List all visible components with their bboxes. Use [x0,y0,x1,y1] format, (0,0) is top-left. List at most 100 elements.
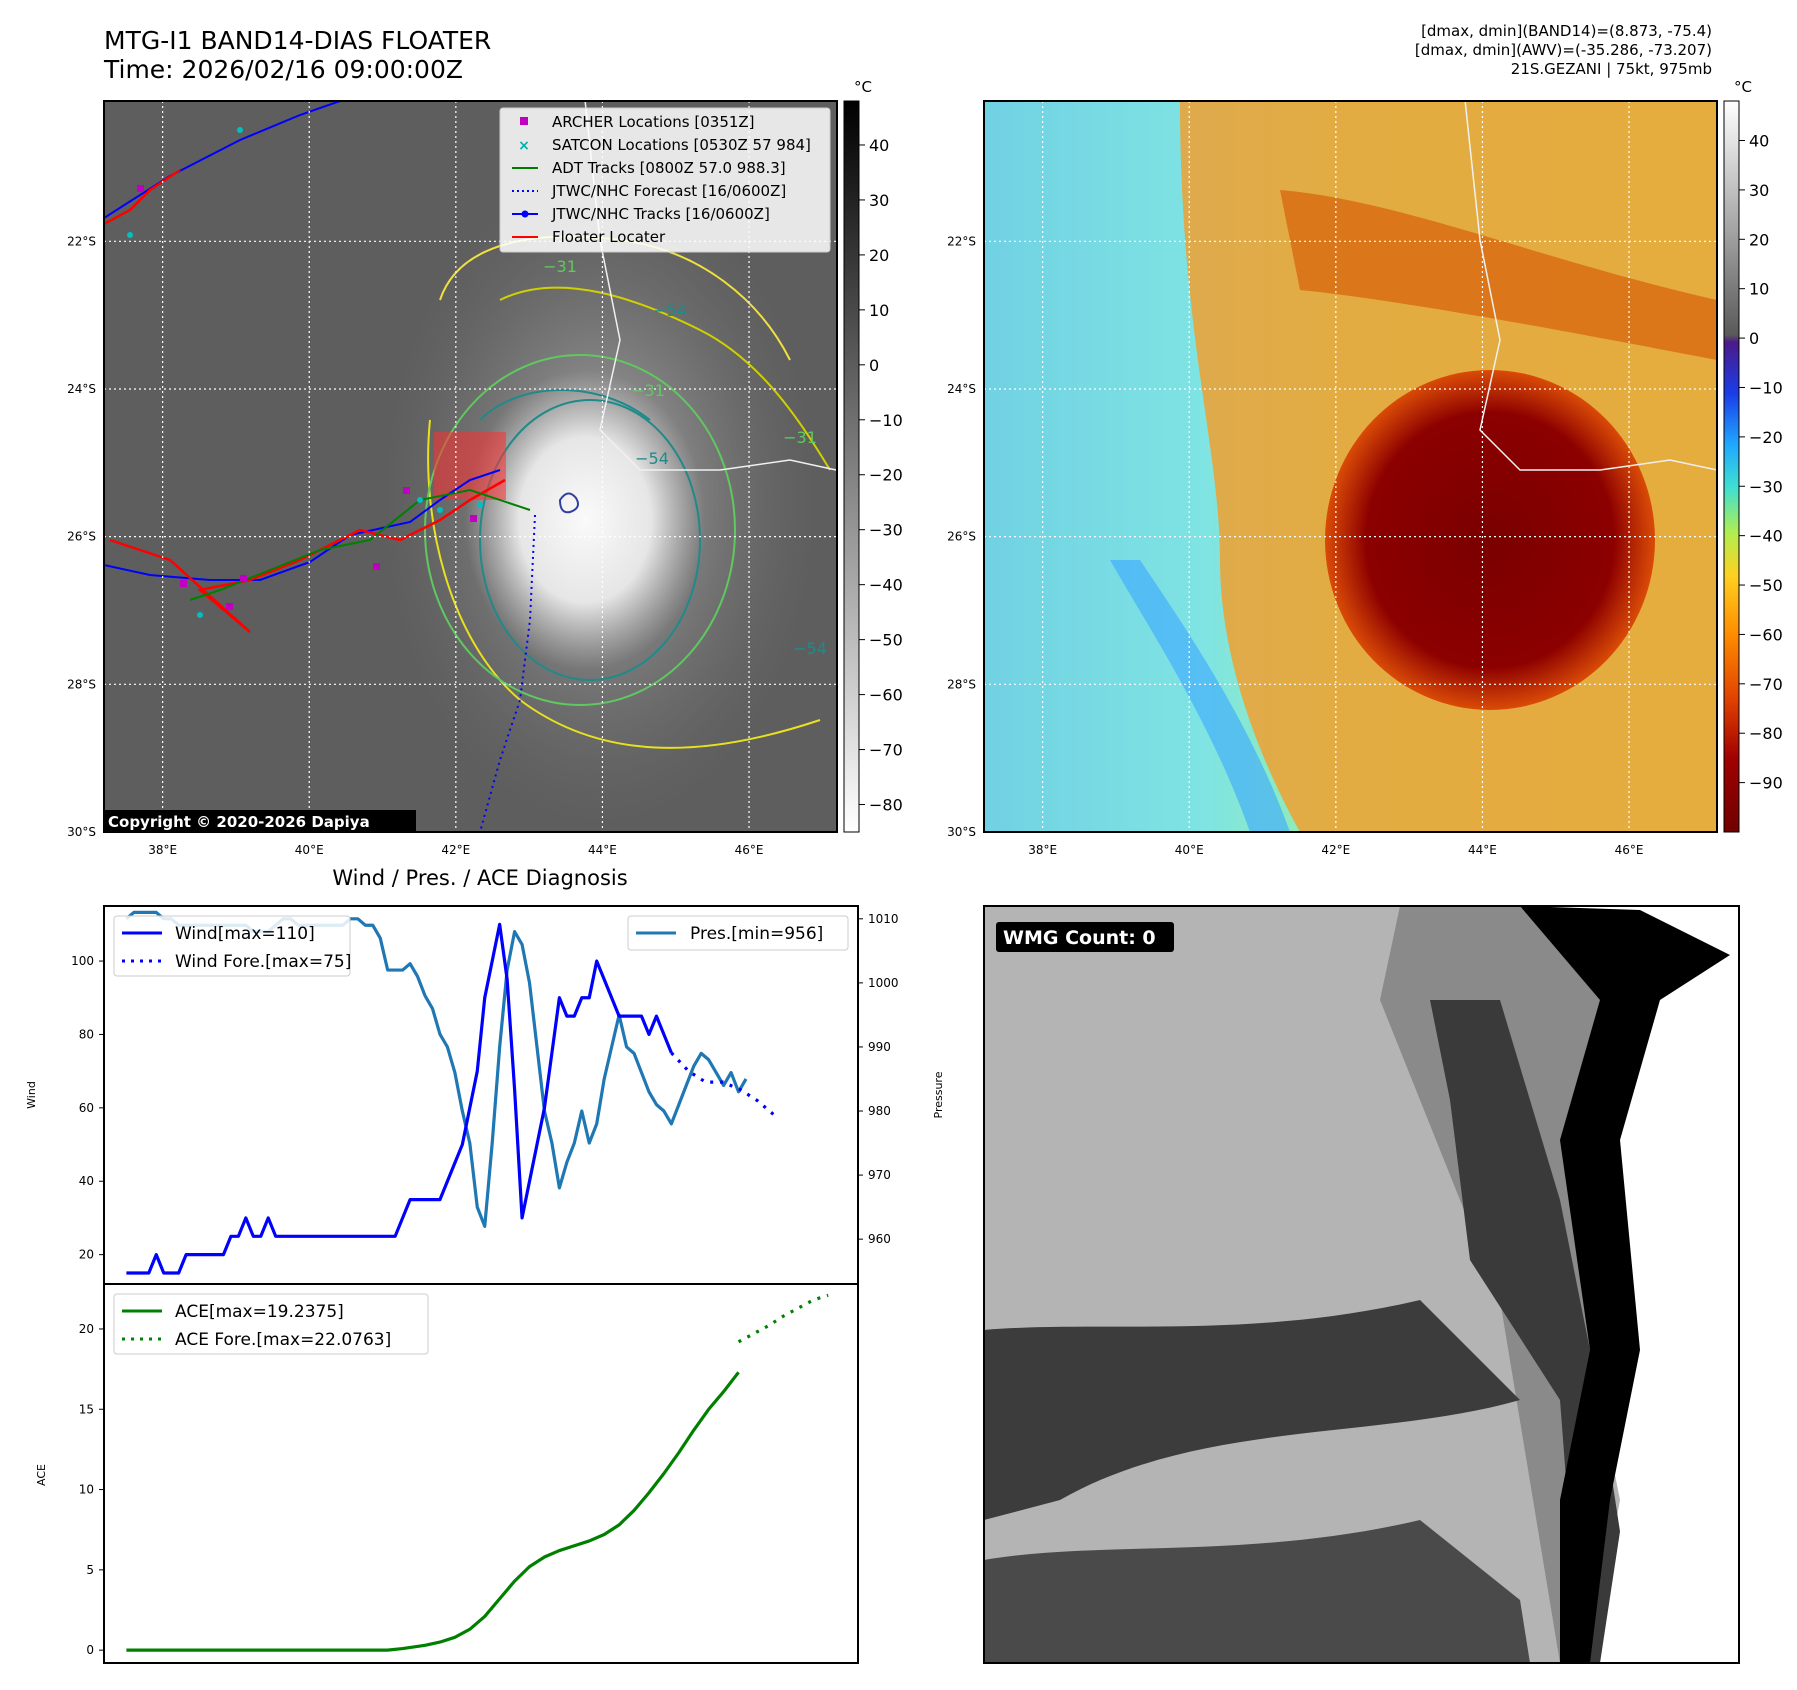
colorbar-tick-label: −30 [869,521,903,540]
colorbar-tick-label: −40 [869,576,903,595]
copyright-text: Copyright © 2020-2026 Dapiya [108,813,370,831]
lon-tick-label: 44°E [1468,843,1497,857]
ace-ytick-label: 20 [79,1322,94,1336]
title-line-2: Time: 2026/02/16 09:00:00Z [104,55,463,84]
colorbar-tick-label: −80 [869,796,903,815]
ir-colorbar-bar [843,100,860,833]
lon-tick-label: 46°E [735,843,764,857]
lon-tick-label: 40°E [1175,843,1204,857]
wv-axis-labels: 38°E 40°E 42°E 44°E 46°E 22°S 24°S 26°S 28°S 30°S [947,234,1643,857]
wind-ytick-label: 100 [71,954,94,968]
ace-forecast-line [737,1293,829,1344]
contour-label: −31 [783,428,817,447]
ir-image-panel: −31 −54 −31 −54 −31 −54 Copyright © 2020-2026… [67,100,838,857]
colorbar-tick-label: 20 [1749,230,1769,249]
copyright-bg [104,810,416,832]
wind-forecast-line [670,1051,776,1117]
lat-tick-label: 24°S [947,382,976,396]
info-line-2: [dmax, dmin](AWV)=(-35.286, -73.207) [1414,41,1712,59]
floater-track-lower [109,478,506,633]
wmg-frame [983,905,1740,1664]
lon-tick-label: 42°E [441,843,470,857]
contour-label: −54 [793,639,827,658]
wv-colorbar: °C 40 30 20 10 0 −10 −20 −30 −40 −50 −60 −70 −80 −90 [1723,78,1783,833]
wind-ytick-label: 60 [79,1101,94,1115]
contour-label: −31 [631,381,665,400]
ace-legend-box [113,1293,429,1355]
colorbar-tick-label: 10 [1749,280,1769,299]
ace-ytick-label: 15 [79,1402,94,1416]
pressure-legend-label: Pres.[min=956] [690,924,823,944]
coastline [584,101,837,471]
ace-legend: ACE[max=19.2375] ACE Fore.[max=22.0763] [113,1293,429,1355]
figure-title: MTG-I1 BAND14-DIAS FLOATER Time: 2026/02… [104,26,491,84]
contour-label: −54 [653,301,687,320]
wmg-dark-band [984,1300,1520,1520]
pressure-ytick-label: 980 [868,1104,891,1118]
legend-dot-swatch [521,210,529,218]
info-line-3: 21S.GEZANI | 75kt, 975mb [1510,60,1712,78]
wv-coastline [1464,101,1717,471]
pressure-yticks: 960 970 980 990 1000 1010 [858,912,899,1246]
archer-markers [137,185,477,610]
lat-tick-label: 26°S [67,530,96,544]
lon-tick-label: 46°E [1615,843,1644,857]
pressure-ytick-label: 1000 [868,976,899,990]
wmg-count-label: WMG Count: 0 [1003,927,1156,949]
eye-contour [558,492,579,514]
colorbar-tick-label: −60 [1749,625,1783,644]
lat-tick-label: 28°S [947,677,976,691]
wv-core [1325,370,1655,710]
contour-teal-arc [479,389,651,421]
ace-ytick-label: 0 [86,1643,94,1657]
colorbar-tick-label: −30 [1749,477,1783,496]
lon-tick-label: 38°E [1028,843,1057,857]
lat-tick-label: 22°S [947,234,976,248]
contour-label: −31 [543,257,577,276]
ace-yticks: 0 5 10 15 20 [79,1322,104,1657]
colorbar-tick-label: −70 [1749,675,1783,694]
ace-ytick-label: 10 [79,1483,94,1497]
pressure-legend-box [627,915,849,951]
wv-moist-band [1110,560,1290,832]
contour-teal-inner [479,399,701,681]
colorbar-tick-label: 40 [869,136,889,155]
contour-green-outer [424,354,736,706]
ace-chart: 0 5 10 15 20 ACE ACE[max=19.2375] ACE Fore.[… [35,1283,859,1664]
ir-axis-labels: 38°E 40°E 42°E 44°E 46°E 22°S 24°S 26°S 28°S 30°S [67,234,763,857]
pressure-ytick-label: 970 [868,1168,891,1182]
archer-legend-marker [520,117,528,125]
floater-track-upper [104,168,181,226]
colorbar-tick-label: −60 [869,686,903,705]
pressure-ytick-label: 960 [868,1232,891,1246]
ir-legend-label: ADT Tracks [0800Z 57.0 988.3] [552,159,786,177]
ir-legend: ARCHER Locations [0351Z] × SATCON Location… [499,107,831,253]
colorbar-tick-label: 0 [869,356,879,375]
colorbar-tick-label: −20 [1749,428,1783,447]
ir-legend-label: Floater Locater [552,228,666,246]
chart-title: Wind / Pres. / ACE Diagnosis [332,866,627,890]
wind-legend-box [113,915,351,977]
intensity-info: [dmax, dmin](BAND14)=(8.873, -75.4) [dma… [1415,22,1712,79]
wv-image-panel: 38°E 40°E 42°E 44°E 46°E 22°S 24°S 26°S 28°S 30°S [947,100,1718,857]
ace-ytick-label: 5 [86,1563,94,1577]
jtwc-track-upper [104,101,341,219]
ir-contour-labels: −31 −54 −31 −54 −31 −54 [543,257,827,658]
ace-legend-label: ACE[max=19.2375] [175,1302,344,1322]
lat-tick-label: 30°S [67,825,96,839]
wind-line [126,922,673,1275]
satcon-legend-marker: × [518,138,530,154]
pressure-ytick-label: 990 [868,1040,891,1054]
wv-colorbar-unit: °C [1734,78,1752,96]
wv-colorbar-bar [1723,100,1740,833]
lat-tick-label: 28°S [67,677,96,691]
colorbar-tick-label: −80 [1749,724,1783,743]
floater-box [434,432,506,500]
wv-orange-band [1280,190,1717,360]
ir-legend-label: JTWC/NHC Tracks [16/0600Z] [551,205,770,223]
wind-pressure-chart: Wind / Pres. / ACE Diagnosis 20 40 60 80 100… [25,866,945,1285]
wind-ytick-label: 20 [79,1248,94,1262]
wind-ytick-label: 40 [79,1174,94,1188]
ace-series-lines [126,1293,829,1652]
